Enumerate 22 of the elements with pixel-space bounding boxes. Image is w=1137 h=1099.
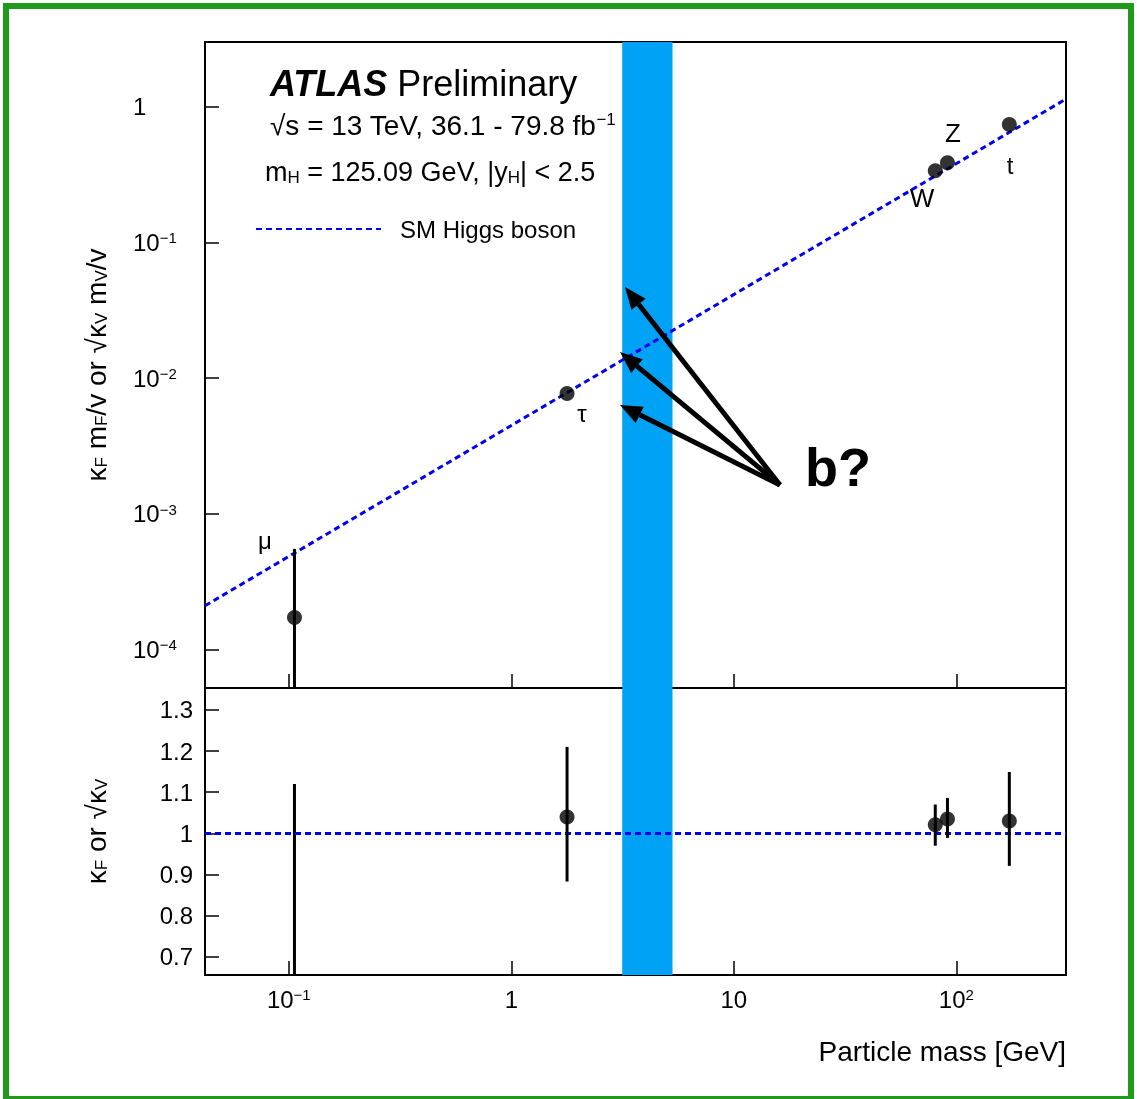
annotation: τ: [577, 399, 588, 427]
text: SM Higgs boson: [400, 215, 577, 243]
text: κF mF/v or √κV mV/v: [80, 248, 112, 482]
annotation: t: [1006, 151, 1014, 179]
y-tick-label: 0.7: [159, 943, 193, 971]
y-tick-label: 1: [179, 819, 193, 847]
y-axis-title: κF or √κV: [80, 778, 112, 885]
y-tick-label: 1.1: [159, 778, 193, 806]
x-tick-label: 1: [504, 985, 519, 1013]
text: ATLAS Preliminary: [269, 62, 578, 104]
annotation: Z: [945, 118, 962, 148]
x-axis-title: Particle mass [GeV]: [818, 1035, 1066, 1067]
x-tick-label: 10: [720, 985, 748, 1013]
y-tick-label: 0.9: [159, 861, 193, 889]
annotation: μ: [258, 526, 272, 554]
y-tick-label: 0.8: [159, 902, 193, 930]
annotation: mH = 125.09 GeV, |yH| < 2.5: [265, 157, 596, 187]
y-tick-label: 1.3: [159, 696, 193, 724]
annotation: b?: [805, 437, 871, 497]
y-tick-label: 1: [133, 93, 147, 121]
annotation: W: [909, 183, 935, 213]
y-tick-label: 1.2: [159, 737, 193, 765]
